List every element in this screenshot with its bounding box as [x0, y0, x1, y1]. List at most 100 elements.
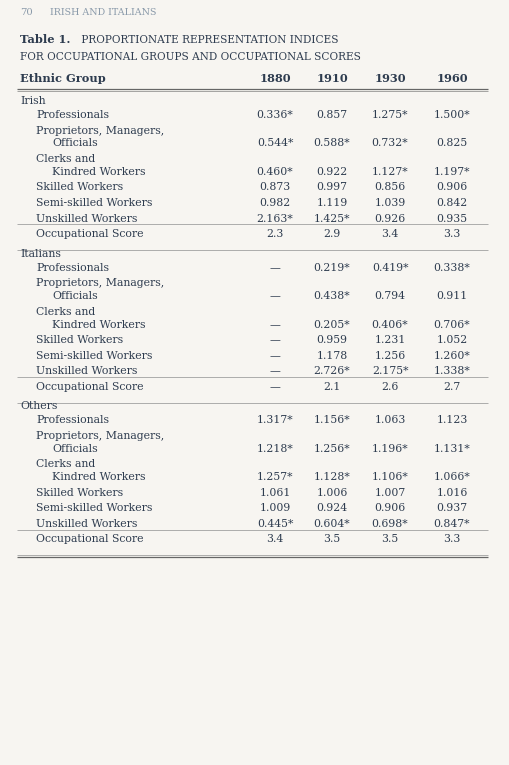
Text: 1.119: 1.119	[317, 198, 348, 208]
Text: 0.698*: 0.698*	[372, 519, 408, 529]
Text: 70: 70	[20, 8, 33, 17]
Text: 3.3: 3.3	[443, 229, 461, 239]
Text: 1.425*: 1.425*	[314, 213, 350, 223]
Text: 1.197*: 1.197*	[434, 167, 470, 177]
Text: Irish: Irish	[20, 96, 46, 106]
Text: Skilled Workers: Skilled Workers	[36, 488, 123, 498]
Text: Professionals: Professionals	[36, 110, 109, 120]
Text: 0.825: 0.825	[436, 138, 468, 148]
Text: 1.039: 1.039	[375, 198, 406, 208]
Text: —: —	[270, 335, 280, 345]
Text: 0.205*: 0.205*	[314, 320, 350, 330]
Text: 0.406*: 0.406*	[372, 320, 408, 330]
Text: Kindred Workers: Kindred Workers	[52, 167, 146, 177]
Text: Clerks and: Clerks and	[36, 459, 95, 470]
Text: 3.5: 3.5	[381, 535, 399, 545]
Text: 1.106*: 1.106*	[372, 472, 408, 483]
Text: Kindred Workers: Kindred Workers	[52, 472, 146, 483]
Text: —: —	[270, 382, 280, 392]
Text: 1.156*: 1.156*	[314, 415, 350, 425]
Text: 0.438*: 0.438*	[314, 291, 350, 301]
Text: 2.3: 2.3	[266, 229, 284, 239]
Text: Unskilled Workers: Unskilled Workers	[36, 213, 137, 223]
Text: Occupational Score: Occupational Score	[36, 535, 144, 545]
Text: 1.063: 1.063	[374, 415, 406, 425]
Text: 0.847*: 0.847*	[434, 519, 470, 529]
Text: 0.460*: 0.460*	[257, 167, 293, 177]
Text: 2.6: 2.6	[381, 382, 399, 392]
Text: 1.061: 1.061	[259, 488, 291, 498]
Text: Officials: Officials	[52, 138, 98, 148]
Text: 1.066*: 1.066*	[434, 472, 470, 483]
Text: 0.959: 0.959	[317, 335, 348, 345]
Text: 1.178: 1.178	[317, 350, 348, 360]
Text: Others: Others	[20, 402, 58, 412]
Text: Occupational Score: Occupational Score	[36, 382, 144, 392]
Text: Proprietors, Managers,: Proprietors, Managers,	[36, 125, 164, 135]
Text: 0.922: 0.922	[317, 167, 348, 177]
Text: 2.175*: 2.175*	[372, 366, 408, 376]
Text: 1.260*: 1.260*	[434, 350, 470, 360]
Text: 1.131*: 1.131*	[434, 444, 470, 454]
Text: Table 1.: Table 1.	[20, 34, 70, 45]
Text: —: —	[270, 320, 280, 330]
Text: 1.338*: 1.338*	[434, 366, 470, 376]
Text: Semi-skilled Workers: Semi-skilled Workers	[36, 503, 152, 513]
Text: 1.016: 1.016	[436, 488, 468, 498]
Text: 0.338*: 0.338*	[434, 262, 470, 272]
Text: 0.937: 0.937	[436, 503, 468, 513]
Text: Ethnic Group: Ethnic Group	[20, 73, 106, 84]
Text: 0.926: 0.926	[375, 213, 406, 223]
Text: 1880: 1880	[259, 73, 291, 84]
Text: 1.275*: 1.275*	[372, 110, 408, 120]
Text: 0.935: 0.935	[436, 213, 468, 223]
Text: Kindred Workers: Kindred Workers	[52, 320, 146, 330]
Text: 0.604*: 0.604*	[314, 519, 350, 529]
Text: 0.445*: 0.445*	[257, 519, 293, 529]
Text: FOR OCCUPATIONAL GROUPS AND OCCUPATIONAL SCORES: FOR OCCUPATIONAL GROUPS AND OCCUPATIONAL…	[20, 53, 361, 63]
Text: 1910: 1910	[316, 73, 348, 84]
Text: 0.544*: 0.544*	[257, 138, 293, 148]
Text: Semi-skilled Workers: Semi-skilled Workers	[36, 198, 152, 208]
Text: 0.982: 0.982	[260, 198, 291, 208]
Text: Professionals: Professionals	[36, 415, 109, 425]
Text: Skilled Workers: Skilled Workers	[36, 183, 123, 193]
Text: 1.127*: 1.127*	[372, 167, 408, 177]
Text: 1.052: 1.052	[436, 335, 468, 345]
Text: Italians: Italians	[20, 249, 61, 259]
Text: Occupational Score: Occupational Score	[36, 229, 144, 239]
Text: 3.4: 3.4	[266, 535, 284, 545]
Text: 3.4: 3.4	[381, 229, 399, 239]
Text: Officials: Officials	[52, 444, 98, 454]
Text: Proprietors, Managers,: Proprietors, Managers,	[36, 431, 164, 441]
Text: Unskilled Workers: Unskilled Workers	[36, 519, 137, 529]
Text: IRISH AND ITALIANS: IRISH AND ITALIANS	[50, 8, 156, 17]
Text: 0.336*: 0.336*	[257, 110, 293, 120]
Text: 1.257*: 1.257*	[257, 472, 293, 483]
Text: 0.997: 0.997	[317, 183, 348, 193]
Text: 0.706*: 0.706*	[434, 320, 470, 330]
Text: 1.128*: 1.128*	[314, 472, 350, 483]
Text: 1.196*: 1.196*	[372, 444, 408, 454]
Text: Officials: Officials	[52, 291, 98, 301]
Text: 0.794: 0.794	[375, 291, 406, 301]
Text: 2.163*: 2.163*	[257, 213, 293, 223]
Text: 0.873: 0.873	[260, 183, 291, 193]
Text: 1.007: 1.007	[375, 488, 406, 498]
Text: 0.856: 0.856	[375, 183, 406, 193]
Text: 0.911: 0.911	[436, 291, 468, 301]
Text: PROPORTIONATE REPRESENTATION INDICES: PROPORTIONATE REPRESENTATION INDICES	[78, 35, 338, 45]
Text: 3.3: 3.3	[443, 535, 461, 545]
Text: 0.588*: 0.588*	[314, 138, 350, 148]
Text: 1.218*: 1.218*	[257, 444, 293, 454]
Text: —: —	[270, 262, 280, 272]
Text: 0.732*: 0.732*	[372, 138, 408, 148]
Text: 0.857: 0.857	[317, 110, 348, 120]
Text: 0.924: 0.924	[317, 503, 348, 513]
Text: 0.906: 0.906	[375, 503, 406, 513]
Text: Semi-skilled Workers: Semi-skilled Workers	[36, 350, 152, 360]
Text: 1.006: 1.006	[316, 488, 348, 498]
Text: 0.842: 0.842	[436, 198, 468, 208]
Text: 1.256*: 1.256*	[314, 444, 350, 454]
Text: Unskilled Workers: Unskilled Workers	[36, 366, 137, 376]
